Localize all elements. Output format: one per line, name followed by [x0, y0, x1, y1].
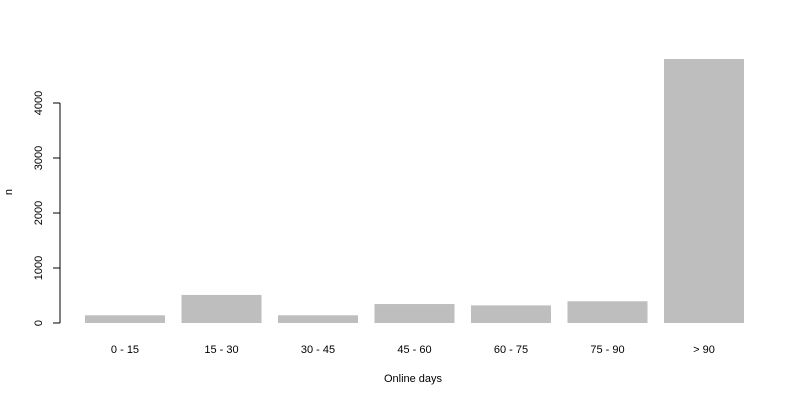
x-tick-label: > 90: [693, 344, 715, 356]
bar-6: [567, 301, 648, 323]
y-tick-label: 2000: [33, 201, 45, 225]
bar-3: [278, 315, 358, 323]
x-tick-label: 75 - 90: [590, 344, 624, 356]
bars-group: [85, 59, 744, 323]
y-tick-label: 0: [33, 320, 45, 326]
x-tick-label: 30 - 45: [301, 344, 335, 356]
x-tick-label: 15 - 30: [204, 344, 238, 356]
x-tick-label: 45 - 60: [397, 344, 431, 356]
x-axis-label: Online days: [384, 373, 443, 385]
x-tick-labels: 0 - 15 15 - 30 30 - 45 45 - 60 60 - 75 75 - 9…: [111, 344, 715, 356]
bar-4: [374, 304, 455, 323]
y-axis-label: n: [3, 189, 15, 195]
bar-7: [664, 59, 744, 323]
bar-1: [85, 315, 165, 323]
y-axis: 0 1000 2000 3000 4000: [33, 91, 61, 326]
y-tick-label: 4000: [33, 91, 45, 115]
x-tick-label: 0 - 15: [111, 344, 139, 356]
bar-2: [181, 294, 262, 323]
bar-5: [471, 305, 551, 323]
y-tick-label: 1000: [33, 256, 45, 280]
x-tick-label: 60 - 75: [494, 344, 528, 356]
y-tick-label: 3000: [33, 146, 45, 170]
